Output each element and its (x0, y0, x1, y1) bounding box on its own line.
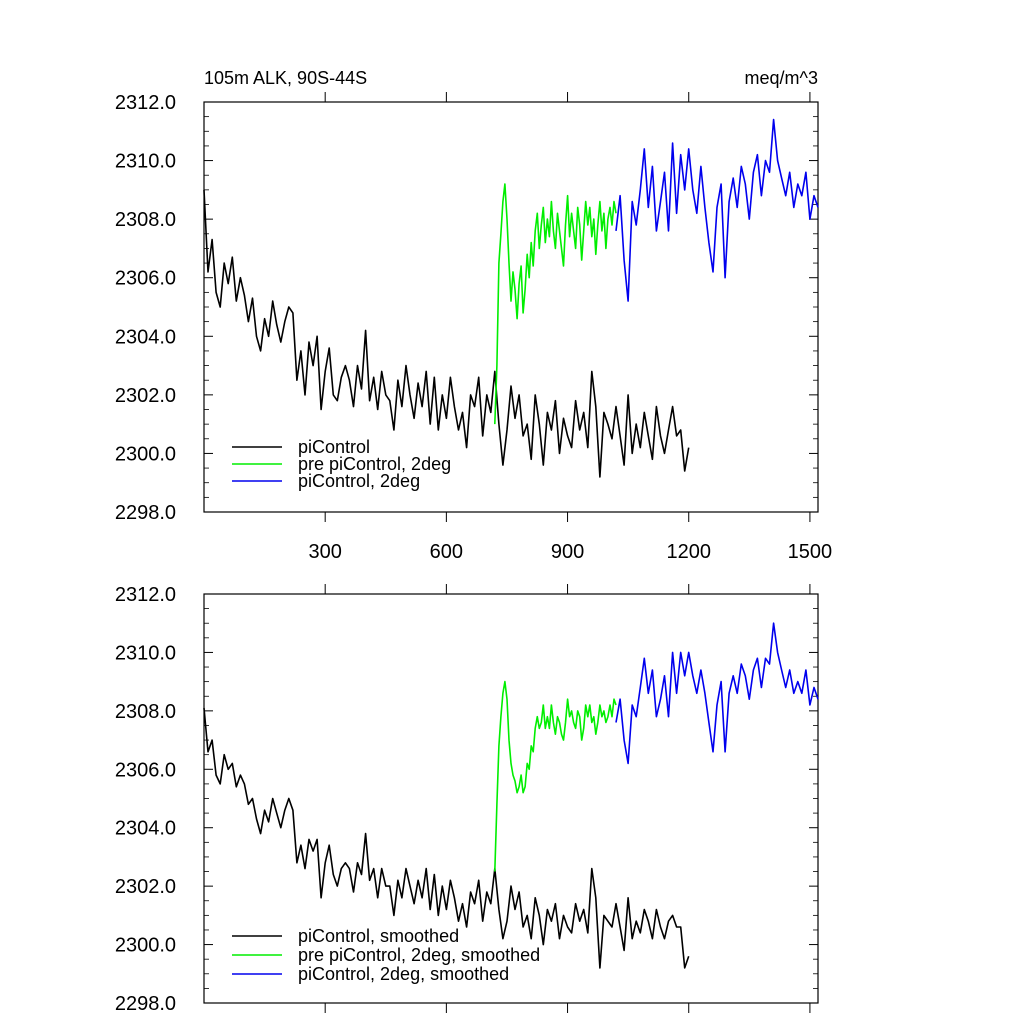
chart-title: 105m ALK, 90S-44S (204, 68, 367, 88)
y-tick-label: 2310.0 (115, 151, 176, 173)
series-line-1 (494, 680, 617, 872)
series-line-0 (203, 189, 690, 478)
y-tick-label: 2304.0 (115, 326, 176, 348)
legend-label: pre piControl, 2deg, smoothed (298, 945, 540, 965)
x-tick-label: 1200 (666, 541, 711, 563)
y-tick-label: 2298.0 (115, 993, 176, 1015)
y-tick-label: 2300.0 (115, 443, 176, 465)
y-tick-label: 2306.0 (115, 759, 176, 781)
plot-frame (203, 593, 819, 1004)
series-line-2 (615, 622, 819, 765)
x-tick-label: 300 (308, 541, 341, 563)
top-panel: 2298.0 2300.0 2302.0 2304.0 2306.0 2308.0 2310… (115, 68, 832, 563)
legend-label: pre piControl, 2deg (298, 454, 451, 474)
y-tick-label: 2308.0 (115, 701, 176, 723)
y-tick-label: 2306.0 (115, 268, 176, 290)
x-tick-label: 600 (430, 541, 463, 563)
legend-label: piControl, smoothed (298, 926, 459, 946)
legend-label: piControl, 2deg (298, 471, 420, 491)
x-tick-label: 1500 (788, 541, 833, 563)
units-label: meq/m^3 (745, 68, 818, 88)
y-tick-label: 2310.0 (115, 642, 176, 664)
y-tick-label: 2298.0 (115, 502, 176, 524)
y-tick-label: 2312.0 (115, 584, 176, 606)
y-tick-label: 2300.0 (115, 935, 176, 957)
legend-label: piControl, 2deg, smoothed (298, 964, 509, 984)
y-tick-label: 2312.0 (115, 92, 176, 114)
y-tick-label: 2304.0 (115, 818, 176, 840)
bottom-panel: 2298.0 2300.0 2302.0 2304.0 2306.0 2308.0 2310… (115, 584, 819, 1015)
x-tick-label: 900 (551, 541, 584, 563)
series-line-1 (494, 183, 617, 425)
plot-frame (203, 101, 819, 513)
legend-label: piControl (298, 437, 370, 457)
series-line-2 (615, 118, 819, 302)
y-tick-label: 2302.0 (115, 385, 176, 407)
y-tick-label: 2302.0 (115, 876, 176, 898)
series-line-0 (203, 707, 690, 969)
y-tick-label: 2308.0 (115, 209, 176, 231)
